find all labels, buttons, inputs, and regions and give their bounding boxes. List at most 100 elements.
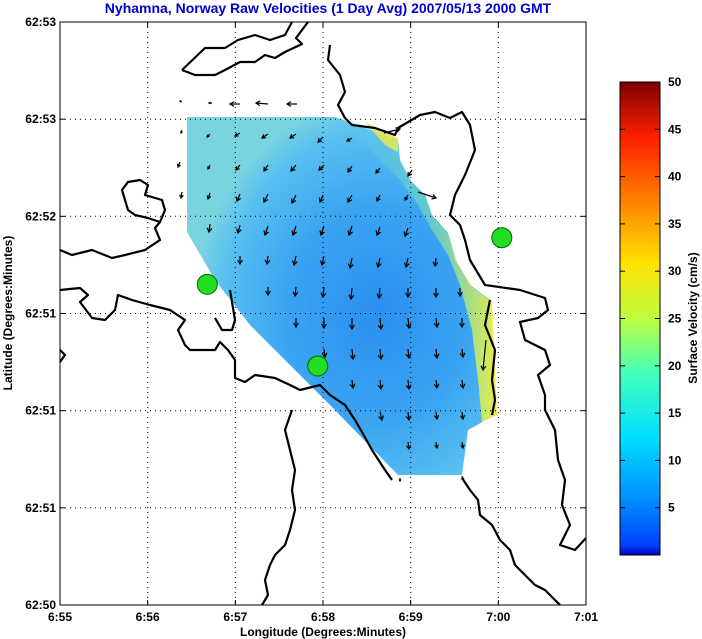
velocity-vector (435, 379, 438, 389)
velocity-vector (351, 379, 354, 389)
velocity-vector-head (254, 100, 261, 107)
velocity-vector-head (234, 132, 239, 137)
velocity-vector-head (265, 290, 271, 297)
velocity-vector-head (375, 169, 380, 174)
colorbar-tick-label: 25 (668, 312, 682, 326)
colorbar-tick-label: 15 (668, 406, 682, 420)
velocity-vector-head (292, 291, 299, 298)
colorbar-tick-label: 10 (668, 453, 682, 467)
velocity-vector (266, 255, 269, 265)
velocity-vector (435, 411, 438, 420)
velocity-vector-head (433, 414, 440, 421)
colorbar-scale (619, 81, 661, 556)
velocity-vector-head (207, 101, 211, 105)
x-axis-ticks: 6:55 6:56 6:57 6:58 6:59 7:00 7:01 (48, 22, 598, 624)
velocity-vector (292, 225, 297, 236)
colorbar: 5 10 15 20 25 30 35 40 45 50 Surface Velocity (cm… (619, 75, 700, 556)
velocity-vector-head (433, 383, 440, 390)
velocity-vector (319, 194, 324, 203)
colorbar-ticks: 5 10 15 20 25 30 35 40 45 50 (620, 75, 682, 515)
velocity-vector-head (431, 194, 438, 200)
velocity-vector (349, 257, 353, 269)
y-axis-ticks: 62:53 62:53 62:52 62:51 62:51 62:51 62:50 (25, 15, 586, 612)
colorbar-tick-label: 45 (668, 122, 682, 136)
y-tick-label: 62:53 (25, 15, 56, 29)
y-axis-label: Latitude (Degrees:Minutes) (1, 236, 15, 391)
velocity-vector-head (480, 365, 487, 372)
velocity-vector-head (349, 324, 355, 331)
velocity-vector-head (377, 384, 384, 391)
velocity-vector-head (263, 166, 269, 172)
velocity-vector-head (263, 197, 269, 204)
velocity-vector-head (178, 100, 182, 103)
velocity-vector (347, 194, 353, 203)
velocity-vector-head (460, 444, 465, 450)
velocity-vector-head (206, 227, 213, 234)
velocity-vector (351, 348, 354, 360)
velocity-field-edge (330, 117, 497, 422)
velocity-vector-head (321, 352, 328, 359)
x-tick-label: 6:59 (399, 610, 423, 624)
velocity-vector-head (459, 414, 466, 421)
velocity-field (187, 117, 495, 475)
velocity-vector (318, 164, 325, 171)
velocity-vector-head (237, 259, 243, 266)
velocity-vector-head (347, 167, 353, 173)
x-tick-label: 6:58 (311, 610, 335, 624)
velocity-vector (383, 128, 401, 134)
velocity-vector (263, 193, 269, 203)
y-tick-label: 62:51 (25, 404, 56, 418)
velocity-vector (434, 257, 437, 267)
radar-sites (196, 227, 513, 377)
colorbar-label: Surface Velocity (cm/s) (686, 252, 700, 383)
velocity-vector-head (459, 352, 466, 359)
velocity-vector-head (433, 353, 440, 360)
y-tick-label: 62:51 (25, 307, 56, 321)
velocity-vector (407, 441, 410, 450)
velocity-vector-head (375, 230, 382, 237)
velocity-vector (208, 223, 211, 233)
velocity-vector (461, 348, 464, 358)
velocity-vector (350, 287, 353, 300)
velocity-vector-head (346, 137, 351, 142)
velocity-vector-head (405, 323, 412, 330)
velocity-vector-head (291, 230, 297, 237)
colorbar-tick-label: 5 (668, 501, 675, 515)
velocity-vector (321, 255, 325, 266)
velocity-vector (379, 411, 383, 421)
velocity-vector (322, 286, 325, 298)
velocity-vector (236, 193, 241, 202)
velocity-vector-head (377, 354, 384, 361)
velocity-vector-head (403, 231, 410, 238)
velocity-vector (404, 227, 409, 237)
velocity-vector-head (228, 101, 235, 107)
velocity-vector-head (433, 292, 439, 299)
velocity-vector (264, 225, 269, 236)
x-axis-label: Longitude (Degrees:Minutes) (240, 625, 406, 639)
velocity-vector (461, 379, 464, 389)
velocity-vector (407, 411, 410, 421)
velocity-vector-head (291, 260, 298, 267)
velocity-vector (263, 164, 269, 172)
velocity-vector (461, 411, 464, 420)
velocity-vector-head (405, 415, 412, 422)
velocity-vector-head (264, 259, 271, 266)
x-tick-label: 6:56 (136, 610, 160, 624)
velocity-vector-head (404, 196, 409, 201)
velocity-vector-head (180, 131, 183, 135)
x-tick-label: 7:01 (574, 610, 598, 624)
radar-site-marker (196, 273, 218, 295)
velocity-vector (255, 102, 269, 105)
velocity-vector (294, 286, 297, 297)
velocity-vector-head (261, 133, 267, 139)
velocity-vector (379, 379, 382, 390)
velocity-vector (435, 317, 438, 328)
radar-site-marker (491, 227, 513, 249)
velocity-vector (348, 225, 353, 236)
velocity-vector-head (403, 262, 410, 269)
velocity-vector (377, 257, 381, 268)
velocity-vector-head (459, 322, 465, 329)
velocity-vector-head (376, 197, 381, 203)
velocity-vector-head (347, 263, 354, 270)
radar-site-marker (307, 355, 329, 377)
